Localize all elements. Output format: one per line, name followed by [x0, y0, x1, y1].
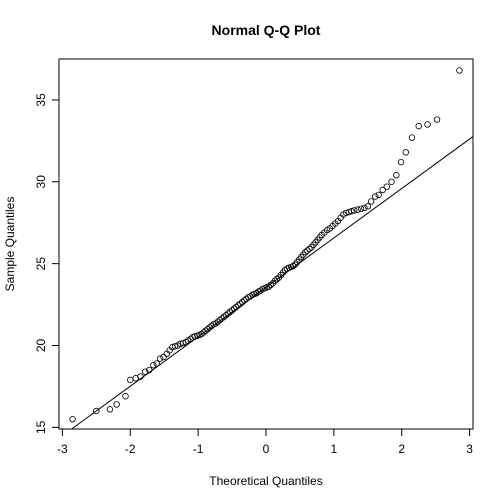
data-point — [214, 318, 222, 325]
y-tick-label: 35 — [34, 93, 48, 107]
data-point — [160, 353, 167, 361]
data-point — [388, 178, 395, 185]
y-axis-label: Sample Quantiles — [3, 197, 17, 292]
x-tick-label: 0 — [263, 442, 270, 456]
data-point — [198, 330, 205, 338]
data-point — [239, 298, 246, 306]
data-point — [232, 303, 240, 311]
x-tick-label: -3 — [57, 442, 68, 456]
y-tick-label: 25 — [34, 257, 48, 271]
x-axis: -3 -2 -1 0 1 2 3 — [57, 428, 473, 456]
y-tick-label: 30 — [34, 175, 48, 189]
chart-title: Normal Q-Q Plot — [212, 22, 321, 38]
data-point — [234, 302, 242, 309]
data-point — [265, 283, 272, 290]
y-tick-label: 20 — [34, 339, 48, 353]
data-point — [424, 121, 431, 128]
data-point — [375, 191, 382, 199]
data-point — [216, 316, 224, 324]
data-point — [408, 134, 416, 141]
data-point — [127, 376, 134, 384]
data-point — [212, 320, 219, 327]
data-point — [273, 275, 281, 283]
x-tick-label: -1 — [193, 442, 204, 456]
data-point — [202, 327, 209, 334]
data-point — [224, 310, 232, 317]
data-point — [137, 373, 144, 380]
data-point — [156, 355, 164, 362]
data-point — [271, 277, 279, 285]
data-point — [113, 401, 120, 408]
data-point — [182, 339, 190, 346]
data-point — [141, 368, 149, 375]
data-point — [230, 305, 238, 312]
data-point — [361, 204, 368, 212]
data-points — [69, 67, 463, 423]
data-point — [228, 307, 236, 314]
data-point — [153, 360, 160, 367]
data-point — [171, 343, 179, 350]
data-point — [383, 183, 391, 190]
data-point — [69, 415, 76, 423]
data-point — [393, 172, 400, 179]
data-point — [304, 247, 311, 254]
x-tick-label: 3 — [466, 442, 473, 456]
data-point — [364, 203, 372, 210]
data-point — [220, 313, 228, 321]
x-tick-label: -2 — [125, 442, 136, 456]
data-point — [302, 248, 309, 256]
data-point — [122, 393, 129, 400]
plot-frame — [58, 58, 474, 430]
data-point — [402, 149, 410, 156]
data-point — [372, 193, 379, 200]
y-tick-label: 15 — [34, 420, 48, 434]
data-point — [106, 406, 114, 413]
data-point — [93, 407, 100, 415]
data-point — [433, 116, 441, 123]
data-point — [204, 325, 211, 333]
data-point — [237, 300, 244, 307]
data-point — [348, 208, 355, 215]
data-point — [241, 297, 248, 304]
data-point — [206, 324, 213, 331]
data-point — [357, 205, 365, 213]
data-point — [367, 198, 375, 205]
data-point — [226, 308, 234, 316]
data-point — [146, 366, 153, 374]
x-tick-label: 1 — [331, 442, 338, 456]
y-axis: 15 20 25 30 35 — [34, 93, 60, 434]
x-axis-label: Theoretical Quantiles — [209, 474, 322, 488]
data-point — [456, 67, 463, 74]
data-point — [351, 207, 358, 214]
data-point — [379, 186, 386, 194]
data-point — [218, 315, 226, 322]
data-point — [354, 206, 361, 213]
data-point — [200, 329, 207, 336]
data-point — [415, 122, 422, 130]
data-point — [222, 312, 230, 319]
data-point — [150, 361, 157, 369]
data-point — [306, 245, 313, 253]
data-point — [267, 281, 274, 289]
x-tick-label: 2 — [398, 442, 405, 456]
data-point — [289, 262, 297, 270]
data-point — [397, 158, 405, 166]
